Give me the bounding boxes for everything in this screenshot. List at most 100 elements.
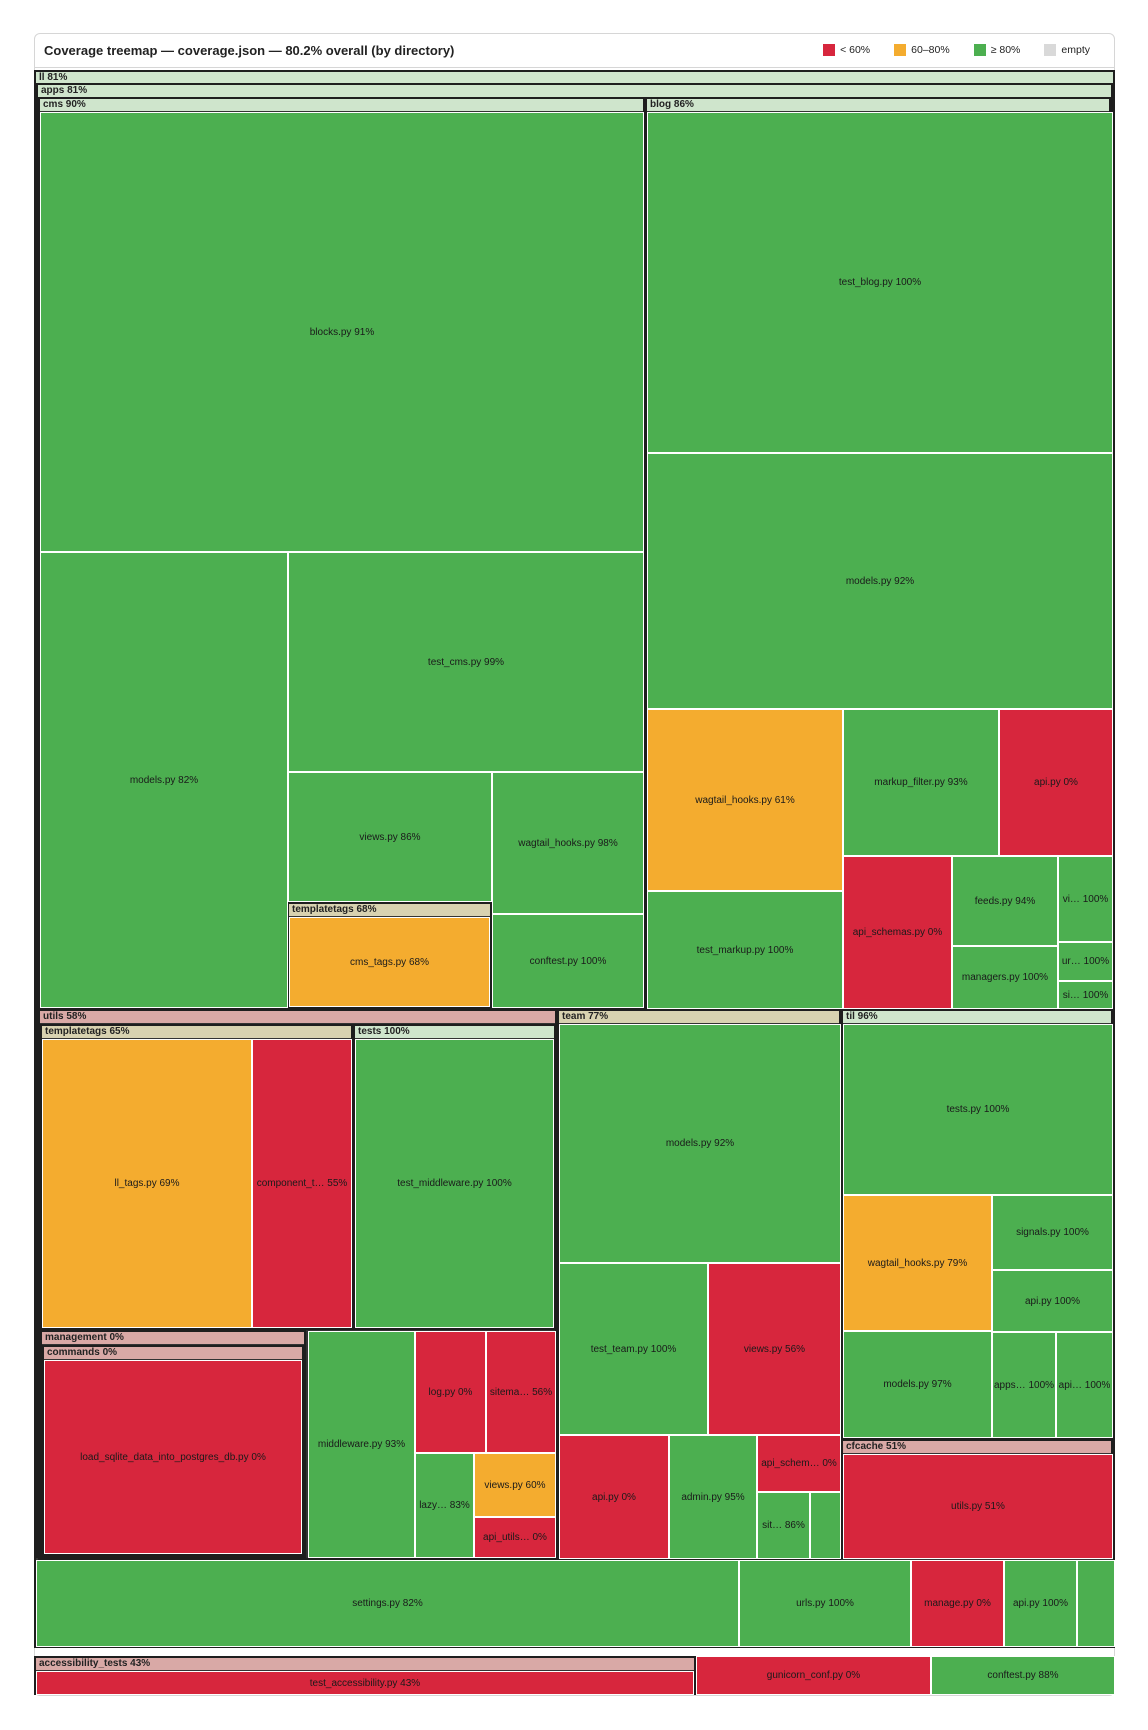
dir-label: templatetags 68% <box>289 904 490 916</box>
leaf-gunicorn-conf-py-0[interactable]: gunicorn_conf.py 0% <box>696 1656 931 1695</box>
leaf-conftest-py-100[interactable]: conftest.py 100% <box>492 914 644 1008</box>
leaf-api-py-0[interactable]: api.py 0% <box>559 1435 669 1559</box>
leaf-label: test_blog.py 100% <box>838 277 922 288</box>
leaf-api-py-100[interactable]: api.py 100% <box>992 1270 1113 1332</box>
dir-label: tests 100% <box>355 1026 554 1038</box>
leaf-manage-py-0[interactable]: manage.py 0% <box>911 1560 1004 1647</box>
leaf-blank[interactable] <box>1077 1560 1115 1647</box>
leaf-models-py-82[interactable]: models.py 82% <box>40 552 288 1008</box>
leaf-label: test_team.py 100% <box>590 1343 677 1355</box>
leaf-models-py-92[interactable]: models.py 92% <box>559 1024 841 1263</box>
legend-item-high: ≥ 80% <box>973 44 1020 56</box>
leaf-models-py-97[interactable]: models.py 97% <box>843 1331 992 1438</box>
leaf-utils-py-51[interactable]: utils.py 51% <box>843 1454 1113 1559</box>
leaf-sitema-56[interactable]: sitema… 56% <box>486 1331 556 1453</box>
leaf-test-blog-py-100[interactable]: test_blog.py 100% <box>647 112 1113 453</box>
leaf-label: views.py 56% <box>743 1343 806 1355</box>
leaf-tests-py-100[interactable]: tests.py 100% <box>843 1024 1113 1195</box>
leaf-api-py-0[interactable]: api.py 0% <box>999 709 1113 856</box>
leaf-log-py-0[interactable]: log.py 0% <box>415 1331 486 1453</box>
leaf-label: cms_tags.py 68% <box>350 956 429 968</box>
dir-label: templatetags 65% <box>42 1026 351 1038</box>
leaf-api-schemas-py-0[interactable]: api_schemas.py 0% <box>843 856 952 1009</box>
leaf-signals-py-100[interactable]: signals.py 100% <box>992 1195 1113 1270</box>
leaf-models-py-92[interactable]: models.py 92% <box>647 453 1113 709</box>
leaf-label: api.py 0% <box>1034 777 1078 788</box>
leaf-label: api_utils… 0% <box>483 1532 547 1543</box>
leaf-markup-filter-py-93[interactable]: markup_filter.py 93% <box>843 709 999 856</box>
leaf-test-markup-py-100[interactable]: test_markup.py 100% <box>647 891 843 1009</box>
leaf-label: test_markup.py 100% <box>696 944 794 956</box>
leaf-label: api_schemas.py 0% <box>852 927 943 938</box>
dir-label: cms 90% <box>40 99 643 111</box>
leaf-label: manage.py 0% <box>924 1598 991 1609</box>
leaf-sit-86[interactable]: sit… 86% <box>757 1492 810 1559</box>
dir-label: team 77% <box>559 1011 839 1023</box>
leaf-label: test_cms.py 99% <box>427 656 505 668</box>
legend-item-empty: empty <box>1044 44 1090 56</box>
leaf-middleware-py-93[interactable]: middleware.py 93% <box>308 1331 415 1558</box>
leaf-label: sit… 86% <box>762 1520 805 1531</box>
leaf-label: tests.py 100% <box>946 1104 1010 1115</box>
leaf-api-100[interactable]: api… 100% <box>1056 1332 1113 1438</box>
leaf-conftest-py-88[interactable]: conftest.py 88% <box>931 1656 1115 1695</box>
leaf-label: utils.py 51% <box>951 1501 1005 1512</box>
leaf-test-cms-py-99[interactable]: test_cms.py 99% <box>288 552 644 772</box>
leaf-label: test_accessibility.py 43% <box>309 1677 421 1689</box>
legend: < 60% 60–80% ≥ 80% empty <box>823 44 1090 56</box>
legend-label-empty: empty <box>1061 44 1090 56</box>
leaf-api-py-100[interactable]: api.py 100% <box>1004 1560 1077 1647</box>
leaf-si-100[interactable]: si… 100% <box>1058 981 1113 1009</box>
legend-item-low: < 60% <box>823 44 870 56</box>
legend-swatch-empty <box>1044 44 1057 56</box>
legend-item-mid: 60–80% <box>894 44 950 56</box>
leaf-label: wagtail_hooks.py 61% <box>695 794 795 806</box>
leaf-label: middleware.py 93% <box>317 1439 406 1450</box>
leaf-test-accessibility-py-43[interactable]: test_accessibility.py 43% <box>36 1671 694 1695</box>
leaf-label: managers.py 100% <box>961 972 1049 983</box>
leaf-views-py-60[interactable]: views.py 60% <box>474 1453 556 1517</box>
leaf-ur-100[interactable]: ur… 100% <box>1058 942 1113 981</box>
leaf-wagtail-hooks-py-61[interactable]: wagtail_hooks.py 61% <box>647 709 843 891</box>
dir-label: ll 81% <box>36 72 1113 84</box>
dir-label: apps 81% <box>38 85 1111 97</box>
legend-label-mid: 60–80% <box>911 44 950 56</box>
leaf-managers-py-100[interactable]: managers.py 100% <box>952 946 1058 1009</box>
leaf-apps-100[interactable]: apps… 100% <box>992 1332 1056 1438</box>
leaf-label: component_t… 55% <box>256 1178 348 1189</box>
leaf-blocks-py-91[interactable]: blocks.py 91% <box>40 112 644 552</box>
leaf-vi-100[interactable]: vi… 100% <box>1058 856 1113 942</box>
leaf-component-t-55[interactable]: component_t… 55% <box>252 1039 352 1328</box>
leaf-lazy-83[interactable]: lazy… 83% <box>415 1453 474 1558</box>
chart-header: Coverage treemap — coverage.json — 80.2%… <box>35 34 1114 68</box>
leaf-feeds-py-94[interactable]: feeds.py 94% <box>952 856 1058 946</box>
leaf-blank[interactable] <box>810 1492 841 1559</box>
leaf-test-team-py-100[interactable]: test_team.py 100% <box>559 1263 708 1435</box>
leaf-label: feeds.py 94% <box>974 895 1036 907</box>
leaf-cms-tags-py-68[interactable]: cms_tags.py 68% <box>289 917 490 1007</box>
leaf-label: apps… 100% <box>994 1379 1055 1391</box>
leaf-label: sitema… 56% <box>489 1386 553 1398</box>
leaf-label: si… 100% <box>1062 989 1109 1001</box>
leaf-views-py-86[interactable]: views.py 86% <box>288 772 492 902</box>
leaf-test-middleware-py-100[interactable]: test_middleware.py 100% <box>355 1039 554 1328</box>
leaf-api-utils-0[interactable]: api_utils… 0% <box>474 1517 556 1558</box>
leaf-api-schem-0[interactable]: api_schem… 0% <box>757 1435 841 1492</box>
leaf-wagtail-hooks-py-79[interactable]: wagtail_hooks.py 79% <box>843 1195 992 1331</box>
leaf-admin-py-95[interactable]: admin.py 95% <box>669 1435 757 1559</box>
leaf-views-py-56[interactable]: views.py 56% <box>708 1263 841 1435</box>
leaf-load-sqlite-data-into-postgres-db-py-0[interactable]: load_sqlite_data_into_postgres_db.py 0% <box>44 1360 302 1554</box>
leaf-urls-py-100[interactable]: urls.py 100% <box>739 1560 911 1647</box>
dir-label: cfcache 51% <box>843 1441 1111 1453</box>
leaf-label: urls.py 100% <box>796 1598 854 1609</box>
leaf-ll-tags-py-69[interactable]: ll_tags.py 69% <box>42 1039 252 1328</box>
leaf-label: api… 100% <box>1058 1379 1111 1391</box>
dir-label: utils 58% <box>40 1011 555 1023</box>
leaf-settings-py-82[interactable]: settings.py 82% <box>36 1560 739 1647</box>
legend-label-low: < 60% <box>840 44 871 56</box>
leaf-label: conftest.py 88% <box>987 1670 1059 1681</box>
leaf-label: signals.py 100% <box>1016 1227 1089 1238</box>
leaf-wagtail-hooks-py-98[interactable]: wagtail_hooks.py 98% <box>492 772 644 914</box>
leaf-label: ll_tags.py 69% <box>114 1178 180 1189</box>
leaf-label: models.py 82% <box>129 774 199 786</box>
